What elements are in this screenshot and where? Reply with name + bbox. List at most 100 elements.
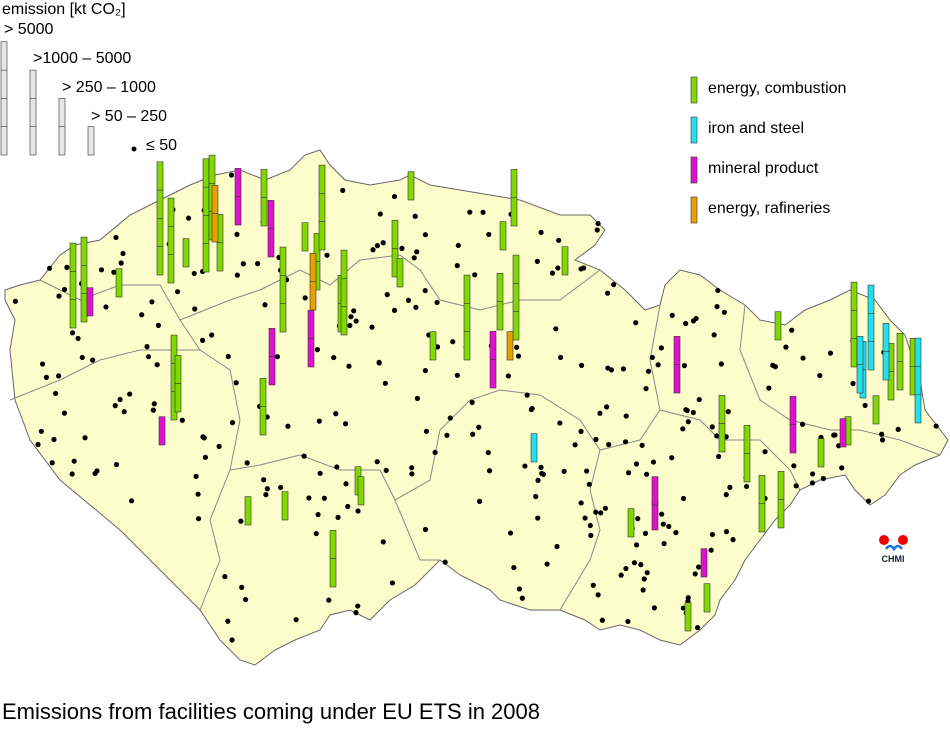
facility-dot [103, 304, 109, 310]
facility-dot [285, 423, 291, 429]
facility-dot [200, 434, 206, 440]
facility-dot [727, 484, 733, 490]
facility-dot [645, 368, 652, 374]
facility-dot [590, 582, 596, 588]
facility-dot [820, 475, 826, 482]
bar [627, 508, 635, 538]
facility-dot [185, 215, 192, 221]
facility-dot [516, 586, 522, 592]
facility-dot [326, 597, 332, 603]
bar [407, 171, 415, 201]
facility-dot [302, 295, 308, 301]
bar [700, 548, 708, 578]
facility-dot [118, 260, 124, 266]
bar [340, 249, 348, 336]
caption: Emissions from facilities coming under E… [2, 699, 540, 724]
bar [158, 416, 166, 446]
facility-dot [377, 211, 383, 217]
facility-dot [622, 439, 629, 445]
facility-dot [316, 418, 322, 424]
facility-dot [225, 618, 231, 624]
facility-dot [783, 344, 789, 350]
bar [512, 254, 520, 341]
facility-dot [476, 424, 482, 430]
facility-dot [708, 547, 714, 553]
bar [530, 433, 538, 463]
facility-dot [179, 417, 185, 423]
bar [279, 246, 287, 333]
logo-wave [884, 544, 904, 552]
facility-dot [578, 362, 585, 368]
facility-dot [202, 454, 209, 460]
sector-legend: energy, combustion iron and steel mineral … [690, 76, 846, 224]
facility-dot [69, 330, 76, 336]
facility-dot [669, 312, 675, 319]
facility-dot [789, 327, 795, 333]
facility-dot [347, 322, 353, 329]
facility-dot [111, 269, 117, 275]
facility-dot [879, 437, 886, 443]
facility-dot [480, 209, 486, 215]
facility-dot [839, 465, 845, 471]
facility-dot [533, 493, 539, 500]
facility-dot [412, 213, 418, 219]
legend-label: energy, rafineries [708, 200, 830, 217]
facility-dot [244, 460, 250, 466]
facility-dot [414, 395, 420, 401]
facility-dot [625, 470, 632, 476]
bar [86, 287, 94, 317]
facility-dot [333, 411, 339, 417]
facility-dot [557, 420, 563, 426]
facility-bars [69, 154, 922, 632]
facility-dot [572, 442, 578, 448]
facility-dot [535, 477, 541, 483]
facility-dot [382, 380, 388, 386]
facility-dot [602, 505, 609, 511]
facility-dot [486, 231, 492, 238]
facility-dot [800, 355, 806, 361]
facility-dot [39, 361, 46, 367]
facility-dot [422, 287, 428, 294]
facility-dot [535, 515, 541, 521]
facility-dot [61, 286, 68, 293]
facility-dot [90, 357, 96, 363]
facility-dot [64, 264, 70, 270]
facility-dot [538, 464, 544, 470]
facility-dot [827, 350, 834, 356]
facility-dot [715, 287, 721, 294]
facility-dot [374, 459, 380, 465]
facility-dot [625, 618, 631, 625]
facility-dot [455, 242, 461, 249]
facility-dot [683, 320, 689, 327]
facility-dot [422, 367, 428, 374]
facility-dot [117, 396, 123, 403]
bar [867, 284, 875, 371]
facility-dot [683, 407, 689, 413]
facility-dot [351, 308, 357, 314]
facility-dot [524, 392, 530, 398]
legend-class: >1000 – 5000 [33, 50, 131, 67]
facility-dot [766, 385, 772, 391]
facility-dot [335, 514, 341, 520]
facility-dot [561, 468, 567, 474]
facility-dot [557, 354, 564, 361]
facility-dot [725, 409, 731, 415]
facility-dot [353, 610, 359, 616]
facility-dot [301, 453, 307, 459]
facility-dot [264, 486, 270, 492]
facility-dot [71, 458, 77, 464]
facility-dot [515, 353, 522, 359]
facility-dot [154, 362, 160, 368]
bar [167, 197, 175, 284]
facility-dot [604, 404, 610, 410]
facility-dot [588, 532, 594, 539]
facility-dot [661, 540, 667, 547]
legend-swatch [690, 156, 698, 184]
facility-dot [149, 299, 155, 305]
facility-dot [274, 354, 280, 360]
facility-dot [470, 431, 476, 437]
facility-dot [432, 449, 438, 455]
facility-dot [239, 584, 245, 590]
facility-dot [317, 470, 323, 476]
facility-dot [384, 292, 390, 298]
